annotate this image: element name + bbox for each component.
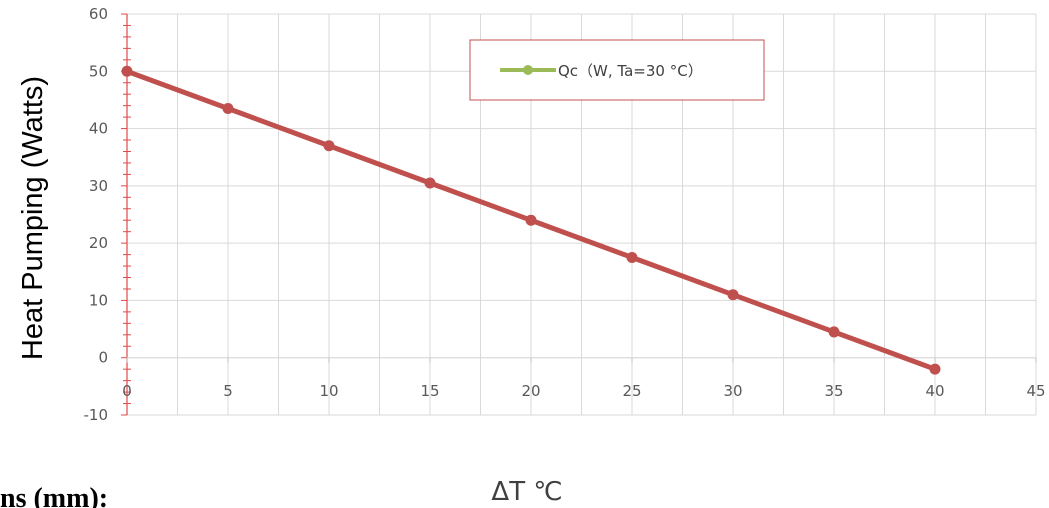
chart-series xyxy=(121,65,941,375)
y-axis-label: Heat Pumping (Watts) xyxy=(17,76,49,360)
chart-tick-labels: -10 0 10 20 30 40 50 60 0 5 10 15 20 25 30 35 40 45 xyxy=(84,5,1046,424)
legend-label: Qc（W, Ta=30 °C） xyxy=(558,62,703,80)
x-tick-label: 5 xyxy=(223,382,233,400)
y-tick-label: 10 xyxy=(89,291,108,309)
x-tick-label: 35 xyxy=(824,382,843,400)
legend-swatch-marker xyxy=(523,65,533,75)
x-tick-label: 25 xyxy=(622,382,641,400)
x-tick-label: 20 xyxy=(521,382,540,400)
data-point xyxy=(626,251,638,263)
x-tick-label: 0 xyxy=(122,382,132,400)
data-point xyxy=(323,140,335,152)
data-point xyxy=(828,326,840,338)
x-tick-label: 15 xyxy=(420,382,439,400)
y-tick-label: -10 xyxy=(84,406,109,424)
x-tick-label: 40 xyxy=(925,382,944,400)
x-tick-label: 45 xyxy=(1026,382,1045,400)
data-point xyxy=(222,103,234,115)
x-tick-label: 30 xyxy=(723,382,742,400)
x-axis-label: ΔT ℃ xyxy=(491,477,562,507)
y-tick-label: 50 xyxy=(89,62,108,80)
data-point xyxy=(727,289,739,301)
dimensions-heading-fragment: ns (mm): xyxy=(0,483,108,508)
data-point xyxy=(121,65,133,77)
y-tick-label: 30 xyxy=(89,177,108,195)
y-tick-label: 60 xyxy=(89,5,108,23)
data-point xyxy=(424,177,436,189)
y-tick-label: 40 xyxy=(89,120,108,138)
chart-axes xyxy=(121,13,1037,416)
x-tick-label: 10 xyxy=(319,382,338,400)
data-point xyxy=(929,363,941,375)
y-tick-label: 0 xyxy=(98,349,108,367)
chart-legend: Qc（W, Ta=30 °C） xyxy=(469,39,765,101)
y-tick-label: 20 xyxy=(89,234,108,252)
data-point xyxy=(525,214,537,226)
